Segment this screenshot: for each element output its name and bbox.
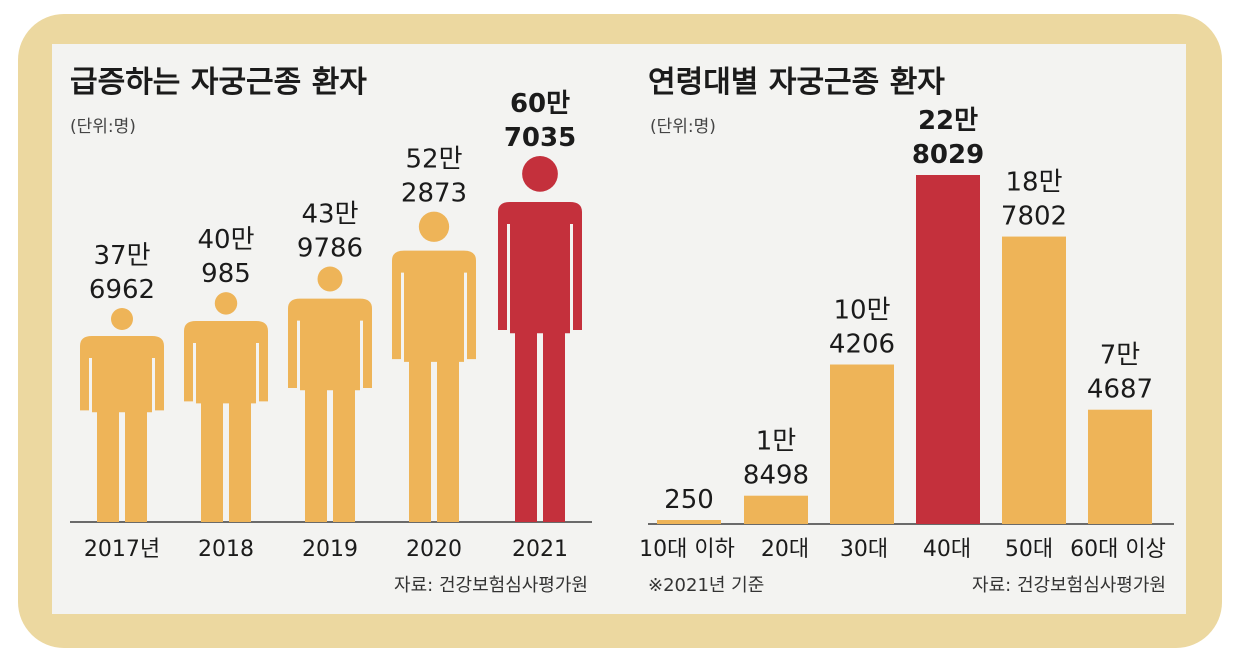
category-label: 2021 — [512, 537, 568, 562]
value-label: 8029 — [912, 140, 984, 170]
person-right-leg — [229, 402, 251, 522]
value-label: 7802 — [1001, 202, 1067, 232]
bar-60대 이상 — [1088, 409, 1152, 524]
category-label: 2017년 — [84, 537, 160, 562]
category-label: 2018 — [198, 537, 254, 562]
left-chart-unit: (단위:명) — [70, 117, 136, 137]
value-label: 4687 — [1087, 375, 1153, 405]
person-head — [214, 292, 238, 315]
value-label: 985 — [201, 259, 251, 289]
category-label: 40대 — [923, 537, 971, 562]
person-body — [184, 321, 268, 404]
category-label: 60대 이상 — [1070, 537, 1166, 562]
right-source: 자료: 건강보험심사평가원 — [972, 575, 1166, 596]
person-figure-2017년 — [80, 308, 164, 522]
bar-30대 — [830, 364, 894, 524]
person-right-leg — [333, 389, 355, 522]
person-figure-2018 — [184, 292, 268, 522]
bar-10대 이하 — [657, 520, 721, 524]
person-right-leg — [543, 332, 565, 522]
right-chart-title: 연령대별 자궁근종 환자 — [648, 65, 945, 100]
person-left-leg — [305, 389, 327, 522]
value-label: 7035 — [504, 123, 576, 153]
left-chart-title: 급증하는 자궁근종 환자 — [70, 65, 367, 100]
person-body — [498, 202, 582, 334]
value-label: 10만 — [833, 296, 890, 326]
value-label: 43만 — [301, 199, 358, 229]
value-label: 8498 — [743, 461, 809, 491]
person-head — [418, 211, 450, 242]
value-label: 2873 — [401, 179, 467, 209]
right-bar-group: 250 1만 8498 10만 4206 22만 8029 18만 7802 7만 4687 10대 … — [639, 106, 1166, 562]
value-label: 6962 — [89, 275, 155, 305]
person-left-leg — [409, 360, 431, 522]
person-body — [288, 298, 372, 391]
person-head — [317, 266, 343, 292]
bar-40대 — [916, 175, 980, 524]
person-left-leg — [515, 332, 537, 522]
bar-50대 — [1002, 236, 1066, 525]
left-pictogram-group: 37만 6962 2017년 40만 985 2018 43만 9786 2019 52만 2873… — [80, 89, 582, 562]
person-body — [80, 336, 164, 413]
person-figure-2021 — [498, 156, 582, 522]
value-label: 18만 — [1005, 168, 1062, 198]
value-label: 4206 — [829, 330, 895, 360]
bar-20대 — [744, 495, 808, 524]
category-label: 20대 — [761, 537, 809, 562]
person-right-leg — [437, 360, 459, 522]
person-body — [392, 250, 476, 362]
person-head — [111, 308, 133, 330]
person-figure-2019 — [288, 266, 372, 522]
value-label: 9786 — [297, 233, 363, 263]
value-label: 40만 — [197, 225, 254, 255]
value-label: 22만 — [918, 106, 978, 136]
category-label: 10대 이하 — [639, 537, 735, 562]
category-label: 50대 — [1005, 537, 1053, 562]
right-note: ※2021년 기준 — [648, 575, 764, 596]
value-label: 7만 — [1100, 341, 1140, 371]
left-source: 자료: 건강보험심사평가원 — [394, 575, 588, 596]
person-right-leg — [125, 411, 147, 522]
value-label: 52만 — [405, 145, 462, 175]
right-chart-unit: (단위:명) — [650, 117, 716, 137]
value-label: 1만 — [756, 427, 796, 457]
value-label: 250 — [664, 485, 714, 515]
person-left-leg — [201, 402, 223, 522]
person-head — [522, 156, 558, 192]
value-label: 37만 — [93, 241, 150, 271]
person-left-leg — [97, 411, 119, 522]
value-label: 60만 — [510, 89, 570, 119]
category-label: 2020 — [406, 537, 462, 562]
category-label: 2019 — [302, 537, 358, 562]
person-figure-2020 — [392, 211, 476, 522]
category-label: 30대 — [840, 537, 888, 562]
